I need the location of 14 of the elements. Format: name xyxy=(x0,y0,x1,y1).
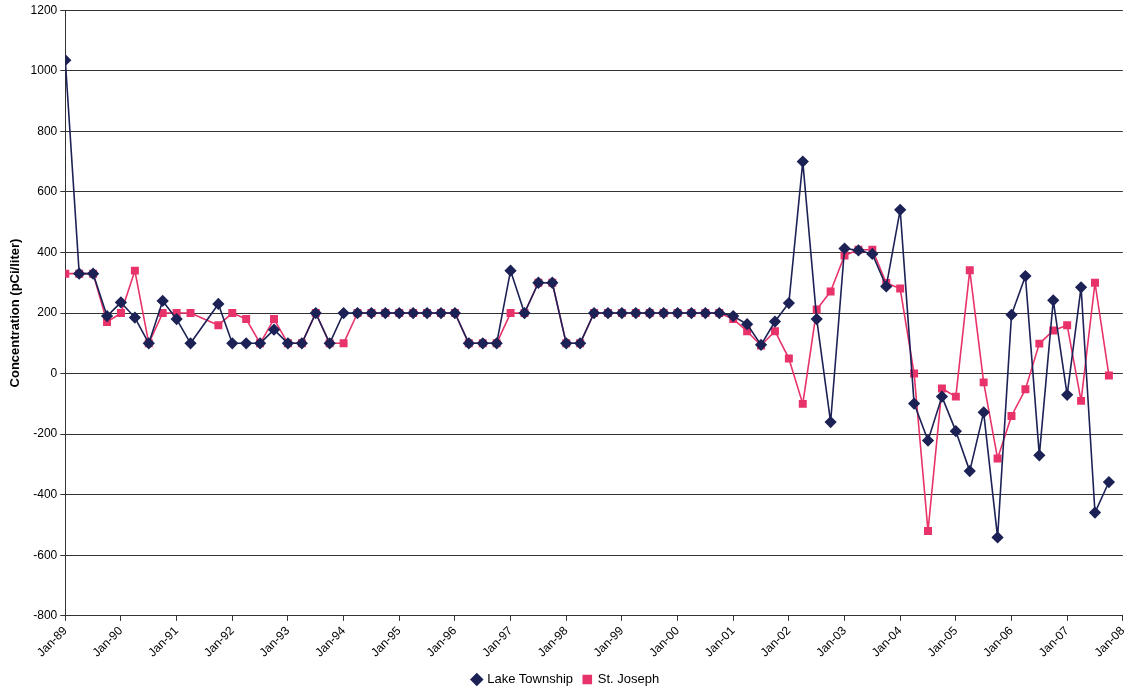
y-tick-label: 1200 xyxy=(30,2,58,17)
legend-label: St. Joseph xyxy=(597,671,660,687)
y-tick-label: 1000 xyxy=(30,63,58,78)
y-tick-label: 200 xyxy=(37,305,58,320)
y-tick-label: 600 xyxy=(37,184,58,199)
y-tick-label: 800 xyxy=(37,123,58,138)
y-tick-label: -600 xyxy=(33,547,58,562)
y-tick-label: -400 xyxy=(33,487,58,502)
y-tick-label: -800 xyxy=(33,608,58,623)
y-axis-title: Concentration (pCi/liter) xyxy=(7,238,23,388)
legend-label: Lake Township xyxy=(487,671,574,687)
y-tick-label: 400 xyxy=(37,244,58,259)
y-tick-label: 0 xyxy=(50,365,58,380)
y-tick-label: -200 xyxy=(33,426,58,441)
